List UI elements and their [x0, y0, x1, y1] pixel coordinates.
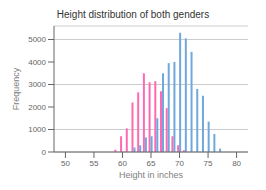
svg-text:80: 80 [232, 159, 241, 168]
svg-text:Frequency: Frequency [11, 67, 21, 110]
svg-text:70: 70 [175, 159, 184, 168]
svg-text:60: 60 [118, 159, 127, 168]
svg-text:4000: 4000 [28, 58, 46, 67]
svg-text:75: 75 [204, 159, 213, 168]
svg-text:50: 50 [61, 159, 70, 168]
svg-text:2000: 2000 [28, 103, 46, 112]
svg-text:Height in inches: Height in inches [119, 170, 184, 180]
svg-text:65: 65 [147, 159, 156, 168]
svg-text:55: 55 [89, 159, 98, 168]
svg-text:0: 0 [42, 148, 47, 157]
html-text:Height distribution of both ge: Height distribution of both genders [56, 9, 210, 20]
svg-text:5000: 5000 [28, 35, 46, 44]
svg-text:3000: 3000 [28, 80, 46, 89]
svg-text:1000: 1000 [28, 125, 46, 134]
